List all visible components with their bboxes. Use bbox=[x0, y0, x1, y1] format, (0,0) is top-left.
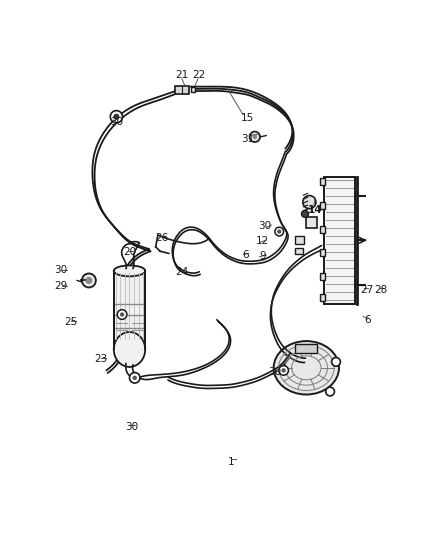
Ellipse shape bbox=[274, 341, 339, 394]
Circle shape bbox=[277, 229, 282, 234]
Text: 22: 22 bbox=[193, 70, 206, 80]
Text: 25: 25 bbox=[64, 317, 77, 327]
Text: 15: 15 bbox=[241, 113, 254, 123]
Text: 1: 1 bbox=[228, 457, 234, 467]
Text: 31: 31 bbox=[241, 134, 254, 143]
Text: 9: 9 bbox=[259, 252, 266, 262]
Bar bbox=[320, 226, 325, 233]
Circle shape bbox=[282, 368, 286, 373]
Circle shape bbox=[250, 132, 260, 142]
Bar bbox=[324, 177, 355, 304]
Circle shape bbox=[117, 310, 127, 319]
Circle shape bbox=[253, 135, 257, 139]
Circle shape bbox=[303, 196, 316, 208]
Circle shape bbox=[301, 211, 308, 217]
Text: 30: 30 bbox=[54, 265, 67, 275]
Text: 30: 30 bbox=[110, 117, 123, 127]
Circle shape bbox=[279, 366, 288, 375]
Bar bbox=[320, 248, 325, 256]
Text: 29: 29 bbox=[54, 281, 67, 290]
Text: 14: 14 bbox=[308, 205, 322, 215]
Text: 30: 30 bbox=[258, 221, 272, 231]
Text: 6: 6 bbox=[364, 315, 371, 325]
Circle shape bbox=[133, 376, 137, 380]
Bar bbox=[324, 177, 355, 304]
Text: 23: 23 bbox=[95, 353, 108, 364]
Ellipse shape bbox=[114, 265, 145, 276]
Bar bbox=[320, 294, 325, 301]
Circle shape bbox=[326, 387, 335, 396]
Circle shape bbox=[332, 358, 340, 366]
Text: 24: 24 bbox=[175, 266, 188, 277]
Text: 30: 30 bbox=[125, 422, 138, 432]
Text: 21: 21 bbox=[175, 70, 188, 80]
Bar bbox=[295, 248, 303, 254]
Text: 26: 26 bbox=[155, 233, 169, 243]
Circle shape bbox=[130, 373, 140, 383]
Ellipse shape bbox=[114, 332, 145, 367]
Bar bbox=[320, 178, 325, 185]
Bar bbox=[175, 86, 189, 94]
Circle shape bbox=[82, 273, 96, 287]
Bar bbox=[306, 217, 317, 228]
Bar bbox=[114, 271, 145, 350]
Text: 27: 27 bbox=[360, 285, 373, 295]
Bar bbox=[295, 344, 317, 353]
Text: 30: 30 bbox=[268, 367, 282, 377]
Text: 28: 28 bbox=[374, 285, 387, 295]
Bar bbox=[320, 202, 325, 209]
Bar bbox=[320, 272, 325, 280]
Circle shape bbox=[275, 227, 284, 236]
Bar bbox=[191, 87, 195, 92]
Text: 6: 6 bbox=[242, 250, 248, 260]
Bar bbox=[295, 236, 304, 244]
Text: 20: 20 bbox=[123, 247, 136, 257]
Circle shape bbox=[113, 114, 120, 120]
Circle shape bbox=[110, 111, 123, 123]
Text: 12: 12 bbox=[256, 236, 269, 246]
Circle shape bbox=[85, 277, 92, 284]
Circle shape bbox=[120, 312, 124, 317]
